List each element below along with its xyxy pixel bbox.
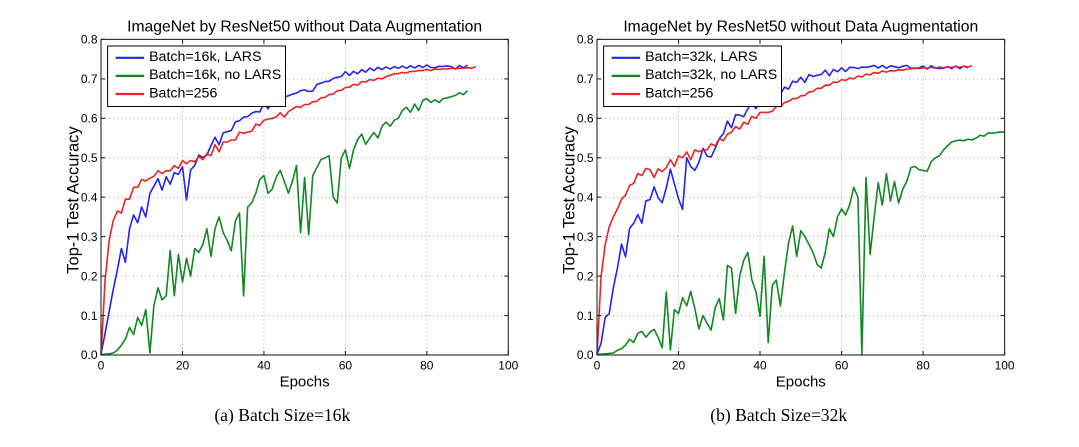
- svg-text:60: 60: [339, 359, 353, 373]
- svg-text:100: 100: [498, 359, 518, 373]
- svg-text:0.3: 0.3: [577, 230, 594, 244]
- svg-text:0.3: 0.3: [81, 230, 98, 244]
- svg-text:0.7: 0.7: [577, 72, 594, 86]
- svg-text:80: 80: [916, 359, 930, 373]
- svg-text:0.1: 0.1: [81, 309, 98, 323]
- svg-text:80: 80: [420, 359, 434, 373]
- svg-text:Top-1 Test Accuracy: Top-1 Test Accuracy: [560, 126, 578, 274]
- svg-text:40: 40: [753, 359, 767, 373]
- svg-text:0: 0: [594, 359, 601, 373]
- svg-text:Top-1 Test Accuracy: Top-1 Test Accuracy: [64, 126, 82, 274]
- svg-text:0.0: 0.0: [81, 348, 98, 362]
- svg-text:0.1: 0.1: [577, 309, 594, 323]
- svg-text:Batch=256: Batch=256: [149, 85, 217, 101]
- svg-text:0.0: 0.0: [577, 348, 594, 362]
- svg-text:0.2: 0.2: [81, 269, 98, 283]
- svg-text:0.4: 0.4: [81, 190, 98, 204]
- svg-text:0: 0: [98, 359, 105, 373]
- svg-text:0.4: 0.4: [577, 190, 594, 204]
- svg-text:Batch=16k, LARS: Batch=16k, LARS: [149, 49, 261, 65]
- svg-text:Batch=16k, no LARS: Batch=16k, no LARS: [149, 67, 281, 83]
- svg-text:0.6: 0.6: [81, 112, 98, 126]
- svg-text:60: 60: [835, 359, 849, 373]
- svg-text:20: 20: [176, 359, 190, 373]
- svg-text:0.5: 0.5: [81, 151, 98, 165]
- svg-text:Batch=32k, no LARS: Batch=32k, no LARS: [645, 67, 777, 83]
- svg-text:100: 100: [995, 359, 1015, 373]
- svg-text:ImageNet by ResNet50 without D: ImageNet by ResNet50 without Data Augmen…: [623, 19, 978, 36]
- svg-text:40: 40: [257, 359, 271, 373]
- svg-text:(b) Batch Size=32k: (b) Batch Size=32k: [710, 405, 847, 425]
- svg-text:0.2: 0.2: [577, 269, 594, 283]
- svg-text:0.7: 0.7: [81, 72, 98, 86]
- svg-text:0.5: 0.5: [577, 151, 594, 165]
- svg-text:Epochs: Epochs: [280, 374, 330, 391]
- svg-text:20: 20: [672, 359, 686, 373]
- svg-text:ImageNet by ResNet50 without D: ImageNet by ResNet50 without Data Augmen…: [127, 19, 482, 36]
- svg-text:Epochs: Epochs: [776, 374, 826, 391]
- svg-text:0.8: 0.8: [81, 33, 98, 47]
- svg-text:Batch=32k, LARS: Batch=32k, LARS: [645, 49, 757, 65]
- svg-text:0.6: 0.6: [577, 112, 594, 126]
- svg-text:0.8: 0.8: [577, 33, 594, 47]
- svg-text:(a) Batch Size=16k: (a) Batch Size=16k: [214, 405, 350, 425]
- svg-text:Batch=256: Batch=256: [645, 85, 713, 101]
